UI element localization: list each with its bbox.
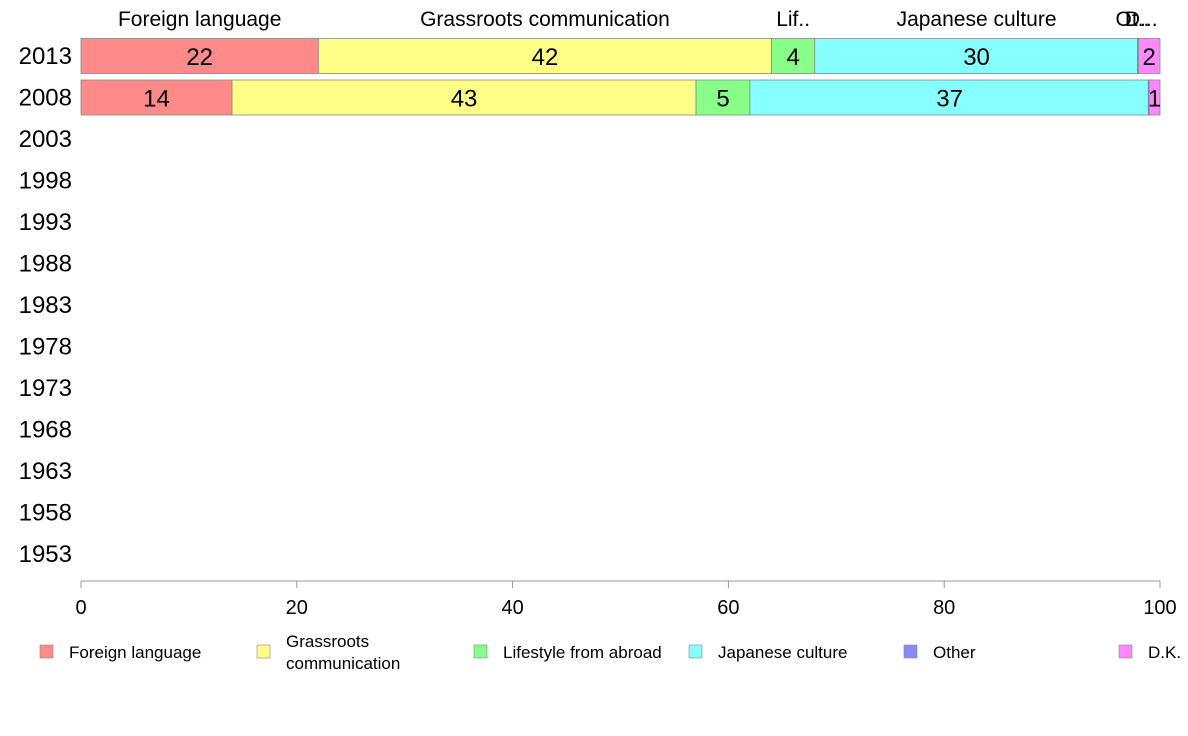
data-label: 30: [963, 44, 990, 71]
x-tick-label: 100: [1143, 597, 1176, 619]
segment-header-label: Grassroots communication: [420, 8, 670, 31]
legend-label: Lifestyle from abroad: [503, 643, 662, 662]
data-label: 43: [451, 86, 478, 113]
x-tick-label: 0: [75, 597, 86, 619]
legend-swatch: [39, 644, 54, 659]
data-label: 5: [716, 86, 729, 113]
category-label: 1978: [19, 334, 72, 361]
segment-header-label: Foreign language: [118, 8, 281, 31]
legend-item: Japanese culture: [688, 643, 847, 662]
category-label: 1993: [19, 209, 72, 236]
data-label: 2: [1143, 44, 1156, 71]
category-label: 2013: [19, 43, 72, 70]
legend-item: Lifestyle from abroad: [473, 643, 662, 662]
category-label: 1953: [19, 541, 72, 568]
x-tick-label: 20: [286, 597, 308, 619]
segment-header-label: Japanese culture: [897, 8, 1057, 31]
category-label: 1983: [19, 292, 72, 319]
category-label: 1988: [19, 251, 72, 278]
category-label: 1958: [19, 500, 72, 527]
data-label: 37: [936, 86, 963, 113]
x-tick-label: 40: [501, 597, 523, 619]
bar-segment: [80, 38, 319, 74]
legend-label: Foreign language: [69, 643, 201, 662]
bar-segment: [1148, 79, 1161, 116]
data-label: 42: [532, 44, 559, 71]
category-label: 2008: [19, 85, 72, 112]
x-tick-label: 80: [933, 597, 955, 619]
data-label: 4: [786, 44, 799, 71]
legend-swatch: [688, 644, 703, 659]
legend-item: D.K.: [1118, 643, 1181, 662]
legend-label: D.K.: [1148, 643, 1181, 662]
data-label: 14: [143, 86, 170, 113]
bar-segment: [317, 38, 772, 74]
category-label: 2003: [19, 126, 72, 153]
legend-label: communication: [286, 654, 400, 673]
data-label: 1: [1148, 86, 1161, 113]
bar-segment: [749, 79, 1150, 116]
bar-segment: [814, 38, 1139, 74]
bar-segment: [231, 79, 697, 116]
category-label: 1998: [19, 168, 72, 195]
legend-swatch: [1118, 644, 1133, 659]
legend-swatch: [256, 644, 271, 659]
category-label: 1973: [19, 375, 72, 402]
legend-label: Grassroots: [286, 632, 369, 651]
data-label: 22: [186, 44, 213, 71]
legend-label: Other: [933, 643, 976, 662]
bar-segment: [771, 38, 816, 74]
x-tick-label: 60: [717, 597, 739, 619]
segment-header-label: D...: [1125, 8, 1158, 31]
bar-segment: [80, 79, 233, 116]
legend-item: Grassroots communication: [256, 632, 400, 673]
legend-swatch: [473, 644, 488, 659]
bar-segment: [1138, 38, 1161, 74]
category-label: 1968: [19, 417, 72, 444]
legend-item: Foreign language: [39, 643, 201, 662]
legend-label: Japanese culture: [718, 643, 847, 662]
segment-header-label: Lif..: [776, 8, 810, 31]
category-label: 1963: [19, 458, 72, 485]
segment-header-label: Ot..: [1115, 8, 1149, 31]
bar-segment: [695, 79, 751, 116]
legend-item: Other: [903, 643, 976, 662]
legend-swatch: [903, 644, 918, 659]
